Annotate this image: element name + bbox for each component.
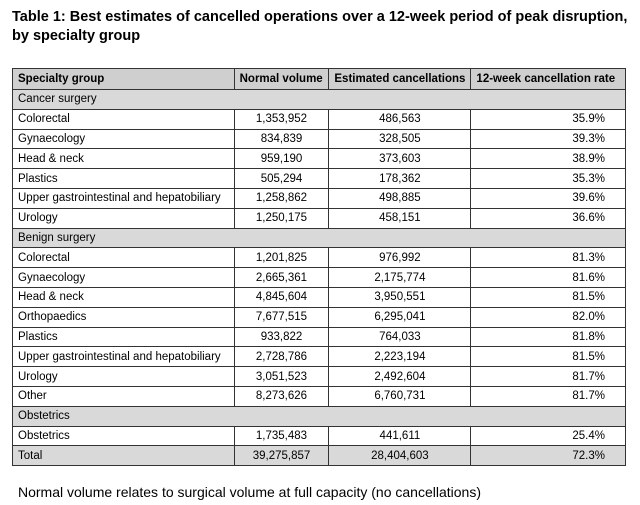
cell: Urology [12,207,235,229]
data-row: Head & neck 4,845,604 3,950,551 81.5% [12,286,626,308]
table-body: Cancer surgery Colorectal 1,353,952 486,563… [12,89,626,467]
section-row: Benign surgery [12,227,626,249]
cell: 2,728,786 [233,346,330,368]
cell: 458,151 [328,207,472,229]
data-row: Upper gastrointestinal and hepatobiliary… [12,346,626,368]
table-title: Table 1: Best estimates of cancelled ope… [12,9,628,44]
cell: Upper gastrointestinal and hepatobiliary [12,187,235,209]
section-title: Benign surgery [12,227,626,249]
cell: 36.6% [470,207,626,229]
cell: 39.3% [470,128,626,150]
table: Specialty group Normal volume Estimated ca… [12,68,626,467]
cell: 39,275,857 [233,445,330,467]
cell: 441,611 [328,425,472,447]
column-header: 12-week cancellation rate [470,68,626,90]
data-row: Head & neck 959,190 373,603 38.9% [12,148,626,170]
cell: 3,051,523 [233,366,330,387]
cell: 81.5% [470,346,626,368]
cell: 834,839 [233,128,330,150]
cell: 35.3% [470,168,626,189]
cell: 1,353,952 [233,108,330,130]
section-row: Obstetrics [12,405,626,427]
column-header: Normal volume [233,68,330,90]
cell: Head & neck [12,286,235,308]
cell: 81.7% [470,385,626,407]
section-title: Cancer surgery [12,89,626,110]
cell: Plastics [12,326,235,348]
cell: Obstetrics [12,425,235,447]
cell: 7,677,515 [233,306,330,328]
cell: 25.4% [470,425,626,447]
cell: 505,294 [233,168,330,189]
cell: Other [12,385,235,407]
cell: 2,223,194 [328,346,472,368]
section-title: Obstetrics [12,405,626,427]
cell: 2,492,604 [328,366,472,387]
cell: 72.3% [470,445,626,467]
cell: 81.6% [470,267,626,288]
cell: 81.7% [470,366,626,387]
cell: 959,190 [233,148,330,170]
cell: 328,505 [328,128,472,150]
cell: 81.8% [470,326,626,348]
cell: Plastics [12,168,235,189]
cell: 764,033 [328,326,472,348]
footnote: Normal volume relates to surgical volume… [18,484,481,500]
section-row: Cancer surgery [12,89,626,110]
data-row: Obstetrics 1,735,483 441,611 25.4% [12,425,626,447]
cell: 3,950,551 [328,286,472,308]
cell: 8,273,626 [233,385,330,407]
column-header: Estimated cancellations [328,68,472,90]
data-row: Gynaecology 2,665,361 2,175,774 81.6% [12,267,626,288]
cell: 38.9% [470,148,626,170]
cell: Colorectal [12,247,235,269]
cell: 81.3% [470,247,626,269]
total-row: Total 39,275,857 28,404,603 72.3% [12,445,626,467]
data-row: Gynaecology 834,839 328,505 39.3% [12,128,626,150]
cell: 976,992 [328,247,472,269]
cell: 178,362 [328,168,472,189]
cell: 933,822 [233,326,330,348]
header-row: Specialty group Normal volume Estimated ca… [12,68,626,90]
cell: 39.6% [470,187,626,209]
data-row: Upper gastrointestinal and hepatobiliary… [12,187,626,209]
cell: Orthopaedics [12,306,235,328]
data-row: Orthopaedics 7,677,515 6,295,041 82.0% [12,306,626,328]
cell: Head & neck [12,148,235,170]
cell: 1,258,862 [233,187,330,209]
cell: Urology [12,366,235,387]
cell: 6,295,041 [328,306,472,328]
cell: 4,845,604 [233,286,330,308]
cell: 6,760,731 [328,385,472,407]
cell: 2,175,774 [328,267,472,288]
cell: 373,603 [328,148,472,170]
cell: 81.5% [470,286,626,308]
data-row: Plastics 505,294 178,362 35.3% [12,168,626,189]
cell: 82.0% [470,306,626,328]
data-row: Colorectal 1,353,952 486,563 35.9% [12,108,626,130]
cell: 1,735,483 [233,425,330,447]
cell: Gynaecology [12,128,235,150]
data-row: Urology 1,250,175 458,151 36.6% [12,207,626,229]
cell: Upper gastrointestinal and hepatobiliary [12,346,235,368]
cell: 1,201,825 [233,247,330,269]
data-row: Urology 3,051,523 2,492,604 81.7% [12,366,626,387]
data-row: Colorectal 1,201,825 976,992 81.3% [12,247,626,269]
cell: 486,563 [328,108,472,130]
cell: 1,250,175 [233,207,330,229]
cell: 35.9% [470,108,626,130]
data-row: Other 8,273,626 6,760,731 81.7% [12,385,626,407]
column-header: Specialty group [12,68,235,90]
cell: 498,885 [328,187,472,209]
data-row: Plastics 933,822 764,033 81.8% [12,326,626,348]
cell: Gynaecology [12,267,235,288]
cell: 28,404,603 [328,445,472,467]
cell: Total [12,445,235,467]
cell: 2,665,361 [233,267,330,288]
cell: Colorectal [12,108,235,130]
